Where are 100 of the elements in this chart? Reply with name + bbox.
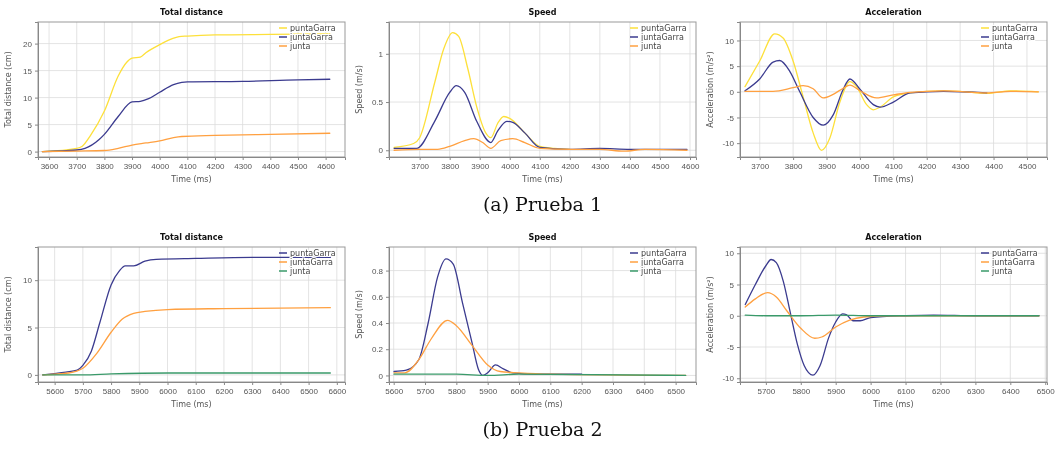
y-tick-label: 0 xyxy=(27,147,33,157)
x-tick-label: 5900 xyxy=(130,386,150,396)
y-axis-title: Speed (m/s) xyxy=(355,65,364,114)
legend-label: junta xyxy=(640,267,662,276)
x-tick-label: 6300 xyxy=(243,386,263,396)
line-series xyxy=(744,84,1039,99)
x-tick-label: 4300 xyxy=(951,161,971,171)
y-tick-label: 0.4 xyxy=(371,319,384,329)
x-tick-label: 6000 xyxy=(159,386,178,396)
legend-label: juntaGarra xyxy=(289,258,333,267)
x-tick-label: 6100 xyxy=(897,386,916,396)
y-tick-label: 0 xyxy=(378,146,384,156)
x-tick-label: 4600 xyxy=(317,161,336,171)
y-tick-label: 10 xyxy=(23,276,33,286)
x-tick-label: 3700 xyxy=(411,161,430,171)
x-tick-label: 6000 xyxy=(510,386,529,396)
x-tick-label: 6300 xyxy=(967,386,986,396)
x-axis-title: Time (ms) xyxy=(521,175,563,184)
y-tick-label: 0 xyxy=(729,311,735,321)
legend-label: junta xyxy=(640,42,662,51)
legend-label: junta xyxy=(991,42,1013,51)
legend-label: junta xyxy=(991,267,1013,276)
x-tick-label: 4200 xyxy=(206,161,225,171)
x-tick-label: 5600 xyxy=(385,386,404,396)
x-tick-label: 4300 xyxy=(234,161,253,171)
chart-title: Total distance xyxy=(160,8,224,17)
x-axis-title: Time (ms) xyxy=(872,400,914,409)
x-tick-label: 3600 xyxy=(40,161,60,171)
x-tick-label: 4000 xyxy=(501,161,520,171)
x-tick-label: 5800 xyxy=(792,386,811,396)
x-tick-label: 3700 xyxy=(751,161,770,171)
x-tick-label: 4500 xyxy=(289,161,308,171)
x-tick-label: 5900 xyxy=(827,386,846,396)
x-tick-label: 6500 xyxy=(1036,386,1055,396)
x-tick-label: 4600 xyxy=(681,161,700,171)
chart-title: Acceleration xyxy=(865,233,922,242)
x-tick-label: 4100 xyxy=(178,161,198,171)
x-tick-label: 6100 xyxy=(541,386,561,396)
legend-label: juntaGarra xyxy=(640,33,684,42)
line-series xyxy=(393,31,571,150)
x-tick-label: 6200 xyxy=(573,386,592,396)
line-series xyxy=(41,132,331,153)
legend-label: junta xyxy=(289,267,311,276)
x-tick-label: 4200 xyxy=(561,161,580,171)
line-series xyxy=(393,138,688,152)
y-axis-title: Acceleration (m/s²) xyxy=(706,276,715,353)
x-axis-title: Time (ms) xyxy=(170,400,212,409)
x-tick-label: 4000 xyxy=(151,161,170,171)
y-axis-title: Speed (m/s) xyxy=(355,290,364,339)
x-tick-label: 4400 xyxy=(985,161,1004,171)
text: (a) Prueba 1 xyxy=(482,193,603,215)
x-tick-label: 5700 xyxy=(757,386,776,396)
x-tick-label: 6600 xyxy=(328,386,347,396)
x-tick-label: 3800 xyxy=(441,161,460,171)
x-tick-label: 5600 xyxy=(46,386,65,396)
x-tick-label: 6500 xyxy=(667,386,686,396)
x-tick-label: 6400 xyxy=(271,386,291,396)
x-tick-label: 3900 xyxy=(818,161,837,171)
y-tick-label: 10 xyxy=(23,93,33,103)
chart-title: Speed xyxy=(528,233,557,242)
x-tick-label: 4000 xyxy=(851,161,870,171)
x-tick-label: 5700 xyxy=(416,386,435,396)
x-tick-label: 6300 xyxy=(604,386,623,396)
y-tick-label: -5 xyxy=(726,343,735,353)
x-tick-label: 6400 xyxy=(635,386,655,396)
y-tick-label: 0 xyxy=(729,87,735,97)
y-tick-label: 0.8 xyxy=(371,266,384,276)
legend-label: juntaGarra xyxy=(991,33,1035,42)
x-tick-label: 6400 xyxy=(1001,386,1021,396)
x-tick-label: 3900 xyxy=(471,161,490,171)
x-tick-label: 4300 xyxy=(591,161,610,171)
x-tick-label: 3700 xyxy=(68,161,87,171)
x-tick-label: 3800 xyxy=(95,161,115,171)
x-tick-label: 6200 xyxy=(932,386,951,396)
legend-label: junta xyxy=(289,42,311,51)
x-tick-label: 5800 xyxy=(102,386,122,396)
x-tick-label: 4100 xyxy=(884,161,904,171)
legend-label: puntaGarra xyxy=(992,249,1038,258)
legend-label: puntaGarra xyxy=(290,249,336,258)
x-tick-label: 4100 xyxy=(531,161,550,171)
y-tick-label: 10 xyxy=(725,249,735,259)
x-tick-label: 6100 xyxy=(187,386,206,396)
chart-title: Acceleration xyxy=(865,8,922,17)
legend-label: juntaGarra xyxy=(289,33,333,42)
x-axis-title: Time (ms) xyxy=(872,175,914,184)
x-tick-label: 4400 xyxy=(621,161,640,171)
x-tick-label: 5900 xyxy=(479,386,498,396)
x-tick-label: 5700 xyxy=(74,386,93,396)
y-tick-label: 1 xyxy=(378,49,384,59)
y-tick-label: 15 xyxy=(23,66,33,76)
y-axis-title: Total distance (cm) xyxy=(4,276,13,354)
chart-title: Total distance xyxy=(160,233,224,242)
x-tick-label: 4400 xyxy=(261,161,281,171)
x-tick-label: 6500 xyxy=(300,386,319,396)
y-axis-title: Total distance (cm) xyxy=(4,51,13,129)
y-tick-label: 5 xyxy=(27,120,33,130)
y-tick-label: -10 xyxy=(722,374,735,384)
y-tick-label: 5 xyxy=(729,62,735,72)
legend-label: puntaGarra xyxy=(992,24,1038,33)
y-tick-label: 5 xyxy=(729,280,735,290)
